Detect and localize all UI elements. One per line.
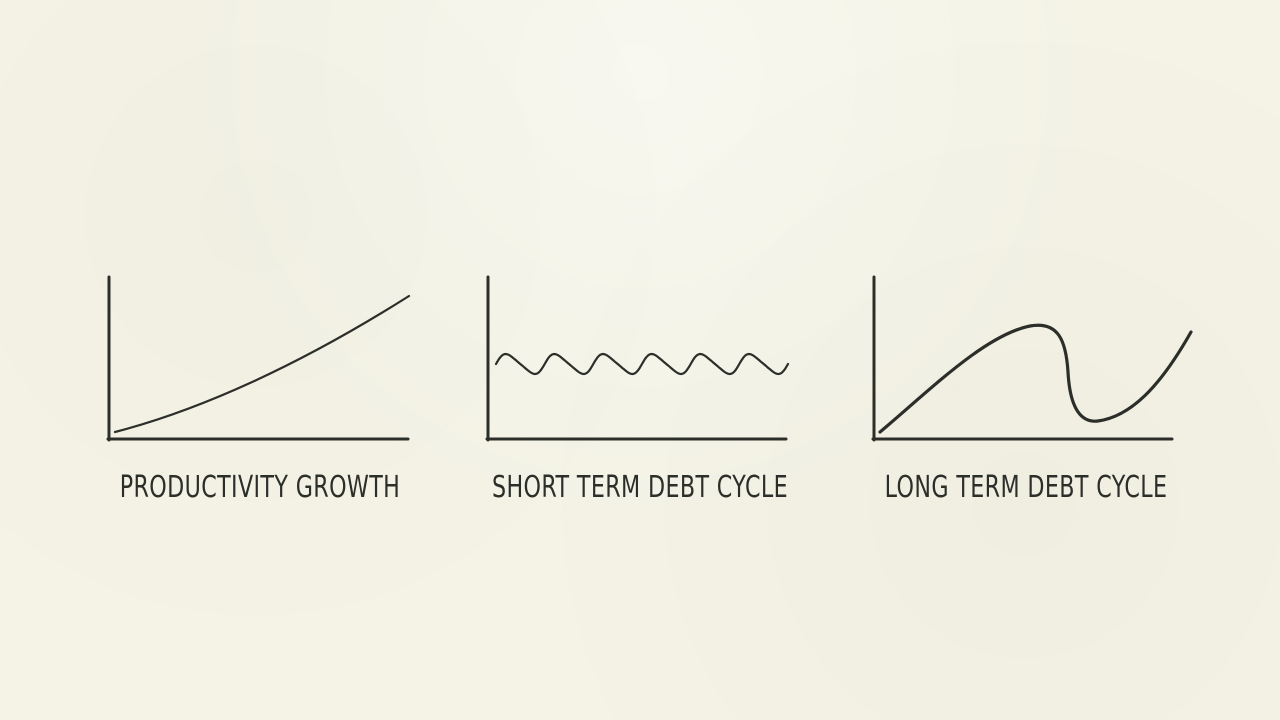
panel-productivity-growth [106,275,411,442]
long-term-debt-cycle-curve [878,323,1193,434]
productivity-growth-curve [113,294,411,434]
short-term-debt-cycle-curve [494,352,790,376]
label-productivity-growth: PRODUCTIVITY GROWTH [119,470,401,505]
panel-long-term-debt-cycle [871,275,1193,442]
label-short-term-debt-cycle: SHORT TERM DEBT CYCLE [492,470,789,505]
label-long-term-debt-cycle: LONG TERM DEBT CYCLE [884,470,1168,505]
panel-short-term-debt-cycle [485,275,790,442]
